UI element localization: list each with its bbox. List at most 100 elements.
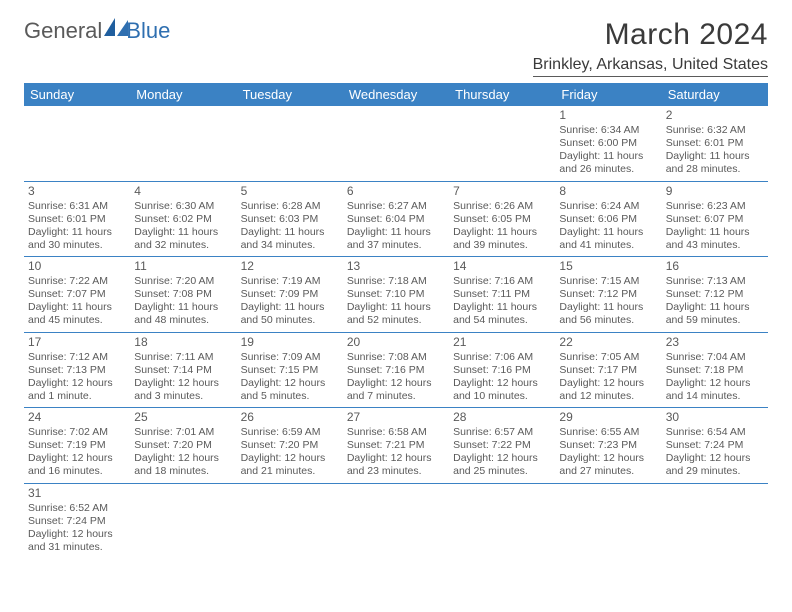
sunset-text: Sunset: 7:14 PM: [134, 364, 231, 377]
sunset-text: Sunset: 6:04 PM: [347, 213, 444, 226]
sunset-text: Sunset: 6:07 PM: [666, 213, 763, 226]
daylight-text: Daylight: 12 hours and 21 minutes.: [241, 452, 338, 478]
sunset-text: Sunset: 6:00 PM: [559, 137, 656, 150]
sunset-text: Sunset: 7:22 PM: [453, 439, 550, 452]
day-number: 27: [347, 410, 444, 425]
sunset-text: Sunset: 7:17 PM: [559, 364, 656, 377]
title-block: March 2024 Brinkley, Arkansas, United St…: [533, 18, 768, 77]
sunset-text: Sunset: 6:01 PM: [666, 137, 763, 150]
sunset-text: Sunset: 7:24 PM: [666, 439, 763, 452]
day-cell: 10Sunrise: 7:22 AMSunset: 7:07 PMDayligh…: [24, 257, 130, 332]
day-number: 14: [453, 259, 550, 274]
sunset-text: Sunset: 7:20 PM: [134, 439, 231, 452]
sunrise-text: Sunrise: 6:30 AM: [134, 200, 231, 213]
day-number: 30: [666, 410, 763, 425]
day-cell: 25Sunrise: 7:01 AMSunset: 7:20 PMDayligh…: [130, 408, 236, 483]
day-cell: 22Sunrise: 7:05 AMSunset: 7:17 PMDayligh…: [555, 333, 661, 408]
logo-text-general: General: [24, 18, 102, 44]
sunset-text: Sunset: 7:20 PM: [241, 439, 338, 452]
daylight-text: Daylight: 12 hours and 18 minutes.: [134, 452, 231, 478]
daylight-text: Daylight: 11 hours and 52 minutes.: [347, 301, 444, 327]
day-number: 8: [559, 184, 656, 199]
day-cell: [237, 106, 343, 181]
day-number: 21: [453, 335, 550, 350]
sunrise-text: Sunrise: 7:08 AM: [347, 351, 444, 364]
week-row: 17Sunrise: 7:12 AMSunset: 7:13 PMDayligh…: [24, 333, 768, 409]
sunrise-text: Sunrise: 7:09 AM: [241, 351, 338, 364]
daylight-text: Daylight: 12 hours and 3 minutes.: [134, 377, 231, 403]
day-cell: 4Sunrise: 6:30 AMSunset: 6:02 PMDaylight…: [130, 182, 236, 257]
sunrise-text: Sunrise: 6:54 AM: [666, 426, 763, 439]
sunrise-text: Sunrise: 7:22 AM: [28, 275, 125, 288]
day-cell: 28Sunrise: 6:57 AMSunset: 7:22 PMDayligh…: [449, 408, 555, 483]
daylight-text: Daylight: 11 hours and 30 minutes.: [28, 226, 125, 252]
sunrise-text: Sunrise: 6:59 AM: [241, 426, 338, 439]
day-cell: 29Sunrise: 6:55 AMSunset: 7:23 PMDayligh…: [555, 408, 661, 483]
day-header: Tuesday: [237, 83, 343, 106]
logo-text-blue: Blue: [126, 18, 170, 44]
sunrise-text: Sunrise: 7:16 AM: [453, 275, 550, 288]
day-cell: [343, 484, 449, 559]
sunset-text: Sunset: 7:24 PM: [28, 515, 125, 528]
daylight-text: Daylight: 11 hours and 56 minutes.: [559, 301, 656, 327]
day-number: 20: [347, 335, 444, 350]
sunrise-text: Sunrise: 6:27 AM: [347, 200, 444, 213]
day-cell: 26Sunrise: 6:59 AMSunset: 7:20 PMDayligh…: [237, 408, 343, 483]
sunrise-text: Sunrise: 7:04 AM: [666, 351, 763, 364]
day-cell: 7Sunrise: 6:26 AMSunset: 6:05 PMDaylight…: [449, 182, 555, 257]
day-cell: [449, 484, 555, 559]
daylight-text: Daylight: 12 hours and 23 minutes.: [347, 452, 444, 478]
day-number: 9: [666, 184, 763, 199]
day-number: 29: [559, 410, 656, 425]
sunrise-text: Sunrise: 7:19 AM: [241, 275, 338, 288]
daylight-text: Daylight: 11 hours and 41 minutes.: [559, 226, 656, 252]
week-row: 24Sunrise: 7:02 AMSunset: 7:19 PMDayligh…: [24, 408, 768, 484]
day-number: 16: [666, 259, 763, 274]
sunrise-text: Sunrise: 7:02 AM: [28, 426, 125, 439]
sunset-text: Sunset: 7:11 PM: [453, 288, 550, 301]
daylight-text: Daylight: 11 hours and 28 minutes.: [666, 150, 763, 176]
daylight-text: Daylight: 12 hours and 1 minute.: [28, 377, 125, 403]
sunset-text: Sunset: 7:09 PM: [241, 288, 338, 301]
sunset-text: Sunset: 7:16 PM: [347, 364, 444, 377]
sunrise-text: Sunrise: 7:06 AM: [453, 351, 550, 364]
month-title: March 2024: [533, 18, 768, 52]
day-cell: 5Sunrise: 6:28 AMSunset: 6:03 PMDaylight…: [237, 182, 343, 257]
day-number: 19: [241, 335, 338, 350]
sunset-text: Sunset: 7:18 PM: [666, 364, 763, 377]
daylight-text: Daylight: 12 hours and 14 minutes.: [666, 377, 763, 403]
sunset-text: Sunset: 7:13 PM: [28, 364, 125, 377]
sunrise-text: Sunrise: 6:55 AM: [559, 426, 656, 439]
sunrise-text: Sunrise: 6:31 AM: [28, 200, 125, 213]
day-cell: 11Sunrise: 7:20 AMSunset: 7:08 PMDayligh…: [130, 257, 236, 332]
day-header: Wednesday: [343, 83, 449, 106]
day-number: 26: [241, 410, 338, 425]
daylight-text: Daylight: 11 hours and 45 minutes.: [28, 301, 125, 327]
day-cell: 9Sunrise: 6:23 AMSunset: 6:07 PMDaylight…: [662, 182, 768, 257]
day-cell: [237, 484, 343, 559]
day-cell: 13Sunrise: 7:18 AMSunset: 7:10 PMDayligh…: [343, 257, 449, 332]
sunset-text: Sunset: 7:10 PM: [347, 288, 444, 301]
sunrise-text: Sunrise: 7:15 AM: [559, 275, 656, 288]
weeks-container: 1Sunrise: 6:34 AMSunset: 6:00 PMDaylight…: [24, 106, 768, 558]
day-cell: 8Sunrise: 6:24 AMSunset: 6:06 PMDaylight…: [555, 182, 661, 257]
day-cell: 17Sunrise: 7:12 AMSunset: 7:13 PMDayligh…: [24, 333, 130, 408]
day-cell: 1Sunrise: 6:34 AMSunset: 6:00 PMDaylight…: [555, 106, 661, 181]
sunset-text: Sunset: 7:23 PM: [559, 439, 656, 452]
header: General Blue March 2024 Brinkley, Arkans…: [24, 18, 768, 77]
day-number: 1: [559, 108, 656, 123]
day-header: Thursday: [449, 83, 555, 106]
daylight-text: Daylight: 11 hours and 34 minutes.: [241, 226, 338, 252]
sunrise-text: Sunrise: 6:28 AM: [241, 200, 338, 213]
day-cell: 14Sunrise: 7:16 AMSunset: 7:11 PMDayligh…: [449, 257, 555, 332]
day-number: 6: [347, 184, 444, 199]
day-number: 25: [134, 410, 231, 425]
daylight-text: Daylight: 11 hours and 50 minutes.: [241, 301, 338, 327]
day-cell: 27Sunrise: 6:58 AMSunset: 7:21 PMDayligh…: [343, 408, 449, 483]
day-number: 2: [666, 108, 763, 123]
day-cell: 21Sunrise: 7:06 AMSunset: 7:16 PMDayligh…: [449, 333, 555, 408]
sunset-text: Sunset: 7:15 PM: [241, 364, 338, 377]
day-cell: [130, 106, 236, 181]
day-number: 10: [28, 259, 125, 274]
day-number: 7: [453, 184, 550, 199]
